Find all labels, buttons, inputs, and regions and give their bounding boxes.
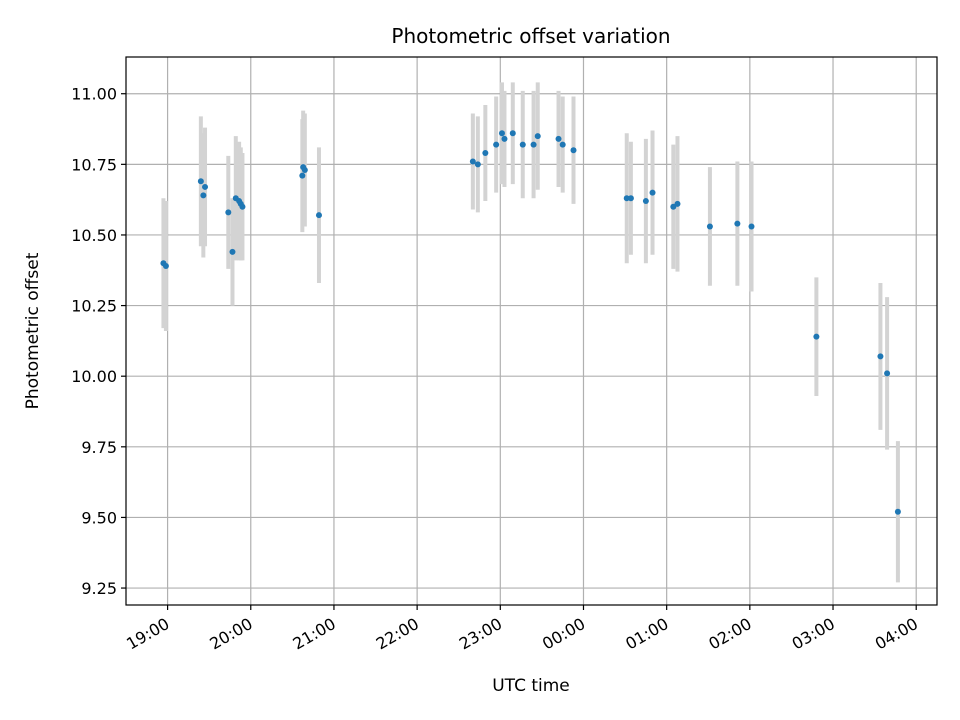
y-tick-label: 10.75 xyxy=(71,155,117,174)
data-point xyxy=(482,150,489,157)
data-point xyxy=(674,200,681,207)
data-point xyxy=(734,220,741,227)
y-tick-label: 10.00 xyxy=(71,367,117,386)
y-tick-label: 9.75 xyxy=(81,438,117,457)
data-point xyxy=(530,141,537,148)
y-tick-label: 9.25 xyxy=(81,579,117,598)
data-point xyxy=(239,203,246,210)
data-point xyxy=(627,195,634,202)
data-point xyxy=(469,158,476,165)
data-point xyxy=(884,370,891,377)
data-point xyxy=(642,198,649,205)
grid xyxy=(126,57,937,605)
data-point xyxy=(225,209,232,216)
data-point xyxy=(200,192,207,199)
data-point xyxy=(493,141,500,148)
data-point xyxy=(894,508,901,515)
data-point xyxy=(315,212,322,219)
data-point xyxy=(555,135,562,142)
y-axis-ticks: 9.25 9.50 9.75 10.00 10.25 10.50 10.75 11.00 xyxy=(71,85,126,598)
data-points xyxy=(160,130,901,515)
data-point xyxy=(202,183,209,190)
y-tick-label: 10.50 xyxy=(71,226,117,245)
data-point xyxy=(748,223,755,230)
data-point xyxy=(162,263,169,270)
data-point xyxy=(229,248,236,255)
data-point xyxy=(649,189,656,196)
data-point xyxy=(813,333,820,340)
plot-frame xyxy=(125,56,938,606)
data-point xyxy=(706,223,713,230)
data-point xyxy=(501,135,508,142)
y-tick-label: 9.50 xyxy=(81,508,117,527)
chart-title: Photometric offset variation xyxy=(391,24,670,48)
data-point xyxy=(301,166,308,173)
data-point xyxy=(299,172,306,179)
data-point xyxy=(509,130,516,137)
data-point xyxy=(474,161,481,168)
data-point xyxy=(570,147,577,154)
x-axis-label: UTC time xyxy=(492,676,570,696)
y-axis-label: Photometric offset xyxy=(23,252,43,409)
data-point xyxy=(623,195,630,202)
y-tick-label: 10.25 xyxy=(71,297,117,316)
y-tick-label: 11.00 xyxy=(71,85,117,104)
data-point xyxy=(498,130,505,137)
data-point xyxy=(559,141,566,148)
data-point xyxy=(877,353,884,360)
data-point xyxy=(519,141,526,148)
data-point xyxy=(197,178,204,185)
data-point xyxy=(534,133,541,140)
